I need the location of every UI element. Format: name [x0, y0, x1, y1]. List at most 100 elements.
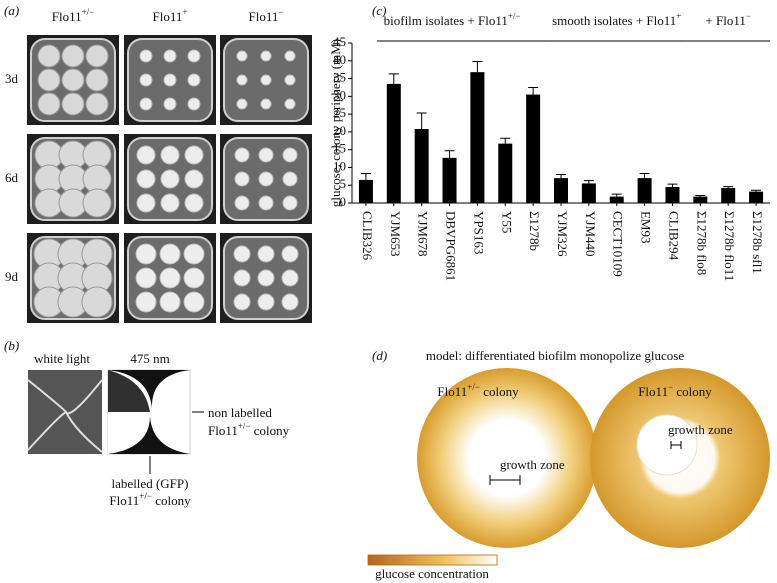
error-bar: [444, 150, 455, 158]
panel-label: (d): [372, 348, 387, 363]
panel-d: (d) model: differentiated biofilm monopo…: [367, 348, 770, 581]
x-tick-label: YPS163: [471, 211, 486, 254]
y-tick-label: 20: [333, 123, 346, 138]
dark-region: [108, 370, 190, 454]
colony: [257, 269, 275, 287]
zone-label: growth zone: [500, 457, 565, 472]
colony: [61, 68, 85, 92]
light-region: [108, 414, 148, 454]
bar: [581, 183, 596, 203]
colony: [282, 195, 298, 211]
legend-label: glucose concentration: [375, 566, 489, 581]
y-axis-label: glucose, colony periphery (mM): [328, 39, 343, 207]
colony-label: Flo11+/− colony: [437, 382, 519, 399]
bar: [414, 129, 429, 203]
label-sup: −: [278, 7, 283, 17]
colony: [233, 293, 251, 311]
colony: [184, 145, 204, 165]
colony: [260, 98, 272, 110]
bar: [749, 191, 764, 203]
x-tick-label: CLIB294: [666, 211, 681, 261]
panel-b: (b) white light 475 nm non labelled Flo1…: [4, 338, 290, 508]
colony: [284, 74, 296, 86]
colony: [234, 147, 250, 163]
colony: [281, 269, 299, 287]
dark-region: [108, 370, 150, 412]
bar: [442, 157, 457, 203]
annotation: non labelled: [208, 405, 272, 420]
colony: [260, 74, 272, 86]
bar: [721, 188, 736, 203]
zone-marker: [670, 441, 682, 449]
colony: [135, 267, 157, 289]
x-tick-label: YJM326: [555, 211, 570, 257]
colony: [159, 267, 181, 289]
y-tick-label: 25: [333, 105, 346, 120]
colony: [234, 171, 250, 187]
bar: [554, 178, 568, 203]
row-label: 9d: [5, 269, 19, 284]
panel-label: (b): [4, 338, 19, 353]
colony: [282, 171, 298, 187]
colony: [281, 293, 299, 311]
label-text: smooth isolates + Flo11: [552, 13, 676, 28]
bar: [693, 196, 708, 203]
colony: [160, 145, 180, 165]
x-tick-label: CLIB326: [360, 211, 375, 261]
colony: [139, 97, 153, 111]
zone-label: growth zone: [668, 422, 733, 437]
label: biofilm isolates + Flo11+/−: [384, 11, 521, 28]
colony: [163, 73, 177, 87]
label-sup: −: [746, 11, 751, 21]
error-bar: [611, 193, 622, 197]
colony: [37, 44, 61, 68]
label-text: biofilm isolates + Flo11: [384, 13, 508, 28]
error-bar: [556, 174, 566, 179]
x-tick-label: YJM678: [416, 211, 431, 257]
colony: [257, 245, 275, 263]
x-tick-label: YJM653: [388, 211, 403, 257]
colony: [159, 243, 181, 265]
x-tick-label: Σ1278b sfl1: [750, 211, 765, 274]
error-bar: [667, 183, 678, 187]
image-title: white light: [34, 351, 90, 366]
gradient-legend: [367, 554, 498, 566]
colony: [135, 243, 157, 265]
colony: [281, 245, 299, 263]
y-tick-label: 45: [333, 34, 346, 49]
error-bar: [416, 112, 427, 130]
colony: [284, 98, 296, 110]
colony: [159, 291, 181, 313]
x-tick-label: DBVPG6861: [444, 211, 459, 281]
panel-label: (c): [372, 3, 386, 18]
colony: [85, 92, 109, 116]
y-tick-label: 10: [333, 158, 346, 173]
colony: [85, 44, 109, 68]
bar: [526, 94, 541, 203]
colony: [184, 169, 204, 189]
colony: [85, 68, 109, 92]
label: Flo11+: [153, 7, 188, 24]
colony: [234, 195, 250, 211]
colony: [136, 193, 156, 213]
bar: [637, 178, 652, 203]
error-bar: [360, 172, 371, 180]
colony: [236, 50, 248, 62]
colony: [258, 195, 274, 211]
colony: [37, 92, 61, 116]
panel-c: (c) glucose, colony periphery (mM) 0 5 10 1…: [328, 3, 770, 281]
colony: [187, 97, 201, 111]
x-tick-label: Σ1278b: [527, 211, 542, 251]
panel-label: (a): [4, 3, 19, 18]
label-text: Flo11: [249, 9, 279, 24]
bar: [665, 187, 680, 203]
colony: [81, 286, 113, 318]
error-bar: [723, 186, 734, 189]
error-bar: [583, 180, 594, 184]
label-text: Flo11: [52, 9, 82, 24]
error-bar: [751, 189, 762, 192]
label: Flo11+/−: [52, 7, 95, 24]
colony: [258, 147, 274, 163]
error-bar: [528, 86, 539, 95]
